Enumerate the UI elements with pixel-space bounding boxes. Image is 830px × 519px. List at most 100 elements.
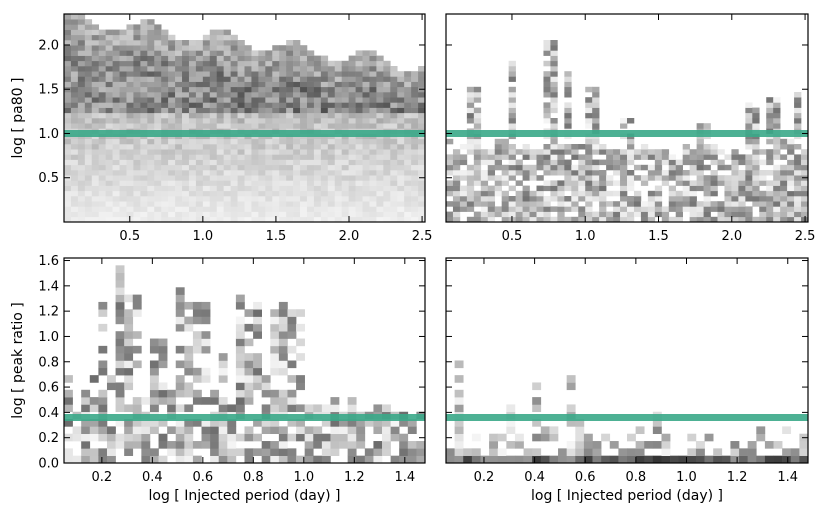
heatmap-cell [529, 216, 537, 223]
heatmap-cell [306, 144, 315, 150]
heatmap-cell [119, 175, 127, 181]
heatmap-cell [168, 112, 176, 119]
heatmap-cell [286, 159, 294, 166]
heatmap-cell [287, 345, 297, 354]
heatmap-cell [141, 448, 151, 456]
heatmap-cell [278, 448, 288, 456]
heatmap-cell [149, 448, 159, 456]
heatmap-cell [376, 185, 384, 192]
heatmap-cell [286, 107, 294, 114]
heatmap-cell [383, 201, 391, 207]
heatmap-cell [745, 196, 753, 202]
heatmap-cell [787, 159, 795, 166]
heatmap-cell [300, 149, 308, 155]
heatmap-cell [77, 170, 86, 176]
heatmap-cell [454, 441, 464, 449]
heatmap-cell [154, 170, 162, 176]
heatmap-cell [286, 185, 294, 192]
heatmap-cell [564, 159, 572, 166]
heatmap-cell [64, 112, 72, 119]
heatmap-cell [390, 216, 398, 223]
heatmap-cell [635, 455, 645, 464]
heatmap-cell [320, 123, 329, 129]
heatmap-cell [330, 433, 340, 442]
heatmap-cell [411, 201, 419, 207]
heatmap-cell [327, 216, 336, 223]
heatmap-cell [717, 164, 725, 171]
heatmap-cell [168, 45, 176, 51]
heatmap-cell [161, 216, 169, 223]
heatmap-cell [184, 367, 194, 376]
heatmap-cell [306, 123, 315, 129]
heatmap-cell [265, 66, 273, 72]
heatmap-cell [244, 102, 252, 108]
heatmap-cell [230, 185, 238, 192]
heatmap-cell [404, 92, 412, 98]
heatmap-cell [188, 81, 197, 88]
heatmap-cell [133, 206, 141, 212]
heatmap-cell [494, 144, 502, 150]
heatmap-cell [362, 159, 370, 166]
heatmap-cell [258, 97, 266, 103]
heatmap-cell [272, 86, 280, 93]
heatmap-cell [216, 34, 224, 41]
heatmap-cell [752, 123, 760, 129]
heatmap-cell [532, 404, 542, 413]
heatmap-cell [376, 97, 384, 103]
heatmap-cell [487, 211, 496, 218]
heatmap-cell [300, 190, 308, 197]
heatmap-cell [689, 149, 697, 155]
heatmap-cell [320, 97, 329, 103]
heatmap-cell [84, 71, 93, 77]
heatmap-cell [369, 149, 377, 155]
heatmap-cell [334, 216, 342, 223]
heatmap-cell [195, 180, 204, 186]
heatmap-cell [454, 426, 464, 435]
heatmap-cell [124, 323, 134, 332]
heatmap-cell [327, 102, 336, 108]
heatmap-cell [64, 138, 72, 145]
heatmap-cell [235, 294, 245, 303]
heatmap-cell [279, 180, 287, 186]
heatmap-cell [731, 175, 739, 181]
heatmap-cell [98, 455, 108, 464]
heatmap-cell [70, 175, 79, 181]
heatmap-cell [682, 154, 690, 160]
heatmap-cell [730, 441, 740, 449]
heatmap-cell [454, 375, 464, 383]
heatmap-cell [261, 404, 271, 413]
heatmap-cell [286, 123, 294, 129]
heatmap-cell [112, 76, 120, 82]
heatmap-cell [571, 144, 579, 150]
heatmap-cell [404, 201, 412, 207]
heatmap-cell [105, 138, 113, 145]
heatmap-cell [480, 170, 489, 176]
heatmap-cell [91, 144, 100, 150]
heatmap-cell [543, 170, 551, 176]
heatmap-cell [489, 433, 499, 442]
heatmap-cell [390, 71, 398, 77]
heatmap-cell [745, 112, 753, 119]
heatmap-cell [188, 144, 197, 150]
heatmap-cell [133, 175, 141, 181]
heatmap-cell [578, 164, 586, 171]
heatmap-cell [237, 55, 245, 62]
panel-bottom-left: 0.2 0.4 0.6 0.8 1.0 1.2 1.40.00.20.40.60.81.01… [10, 254, 426, 504]
heatmap-cell [550, 92, 558, 98]
heatmap-cell [418, 66, 426, 72]
heatmap-cell [550, 123, 558, 129]
heatmap-cell [195, 170, 204, 176]
heatmap-cell [133, 81, 141, 88]
heatmap-cell [140, 196, 148, 202]
heatmap-cell [265, 180, 273, 186]
heatmap-cell [278, 338, 288, 347]
heatmap-cell [115, 353, 125, 361]
heatmap-cell [293, 76, 301, 82]
heatmap-cell [258, 92, 266, 98]
heatmap-cell [550, 55, 558, 62]
heatmap-cell [258, 55, 266, 62]
heatmap-cell [202, 216, 211, 223]
heatmap-cell [613, 206, 621, 212]
heatmap-cell [195, 196, 204, 202]
heatmap-cell [773, 118, 781, 124]
